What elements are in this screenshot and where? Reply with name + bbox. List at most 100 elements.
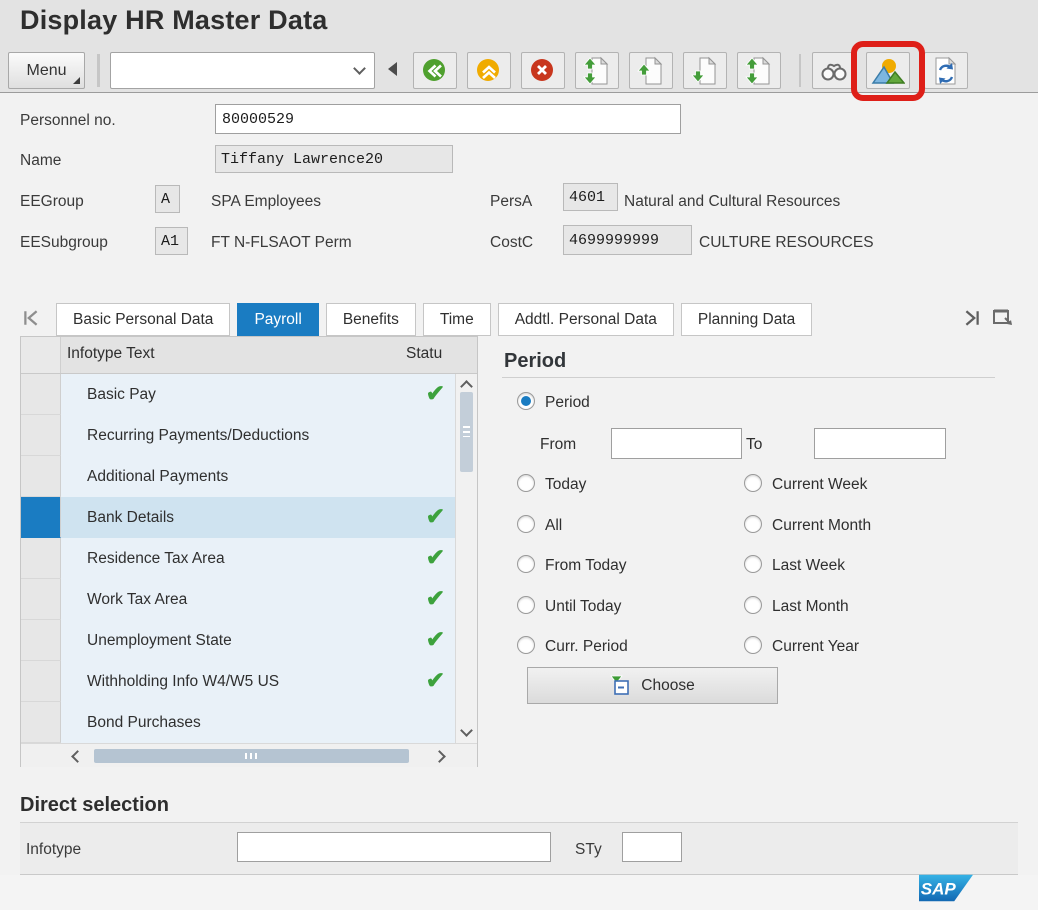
radio-last-month[interactable] xyxy=(744,596,762,614)
footer-strip xyxy=(0,875,1038,910)
status-check-icon: ✔ xyxy=(425,626,445,652)
radio-label-all: All xyxy=(545,517,563,534)
tab-scroll-right-icon[interactable] xyxy=(963,309,981,327)
table-row[interactable]: Residence Tax Area ✔ xyxy=(21,538,455,579)
infotype-input[interactable] xyxy=(237,832,551,862)
back-button[interactable] xyxy=(413,52,457,89)
table-row[interactable]: Additional Payments xyxy=(21,456,455,497)
tab-benefits[interactable]: Benefits xyxy=(325,303,416,336)
tab-payroll[interactable]: Payroll xyxy=(237,303,319,336)
previous-page-button[interactable] xyxy=(629,52,673,89)
ee-subgroup-text: FT N-FLSAOT Perm xyxy=(211,234,352,251)
refresh-icon xyxy=(935,56,957,84)
tab-addtl-personal-data[interactable]: Addtl. Personal Data xyxy=(497,303,674,336)
tab-planning-data[interactable]: Planning Data xyxy=(680,303,813,336)
period-divider xyxy=(502,377,995,378)
row-select-cell[interactable] xyxy=(21,415,61,456)
radio-current-month[interactable] xyxy=(744,515,762,533)
radio-today[interactable] xyxy=(517,474,535,492)
row-select-cell[interactable] xyxy=(21,374,61,415)
infotype-text-cell: Basic Pay xyxy=(61,374,455,415)
status-check-icon: ✔ xyxy=(425,503,445,529)
select-all-header-cell[interactable] xyxy=(21,337,61,373)
period-radio[interactable] xyxy=(517,392,535,410)
overview-button[interactable] xyxy=(866,52,910,89)
infotype-text-cell: Bank Details xyxy=(61,497,455,538)
radio-current-year[interactable] xyxy=(744,636,762,654)
menu-button[interactable]: Menu xyxy=(8,52,85,89)
table-body: Basic Pay ✔ Recurring Payments/Deductions A… xyxy=(21,374,455,743)
row-select-cell[interactable] xyxy=(21,497,61,538)
ee-group-field: A xyxy=(155,185,180,213)
radio-all[interactable] xyxy=(517,515,535,533)
row-select-cell[interactable] xyxy=(21,702,61,743)
horizontal-scrollbar-thumb[interactable] xyxy=(94,749,409,763)
scroll-down-icon[interactable] xyxy=(460,724,473,737)
refresh-button[interactable] xyxy=(924,52,968,89)
sty-input[interactable] xyxy=(622,832,682,862)
row-select-cell[interactable] xyxy=(21,620,61,661)
row-select-cell[interactable] xyxy=(21,456,61,497)
radio-label-last-week: Last Week xyxy=(772,557,845,574)
table-row[interactable]: Bank Details ✔ xyxy=(21,497,455,538)
cancel-button[interactable] xyxy=(521,52,565,89)
infotype-text-cell: Work Tax Area xyxy=(61,579,455,620)
pers-area-text: Natural and Cultural Resources xyxy=(624,193,841,210)
row-select-cell[interactable] xyxy=(21,538,61,579)
find-button[interactable] xyxy=(812,52,856,89)
table-row[interactable]: Unemployment State ✔ xyxy=(21,620,455,661)
radio-last-week[interactable] xyxy=(744,555,762,573)
vertical-scrollbar[interactable] xyxy=(455,374,477,743)
status-column-header: Statu xyxy=(406,345,443,362)
radio-label-from-today: From Today xyxy=(545,557,627,574)
chevron-down-icon[interactable] xyxy=(353,62,366,75)
direct-selection-title: Direct selection xyxy=(20,794,169,816)
first-page-button[interactable] xyxy=(575,52,619,89)
choose-icon xyxy=(610,675,630,695)
infotype-text-cell: Additional Payments xyxy=(61,456,455,497)
table-row[interactable]: Recurring Payments/Deductions xyxy=(21,415,455,456)
tab-scroll-left-icon[interactable] xyxy=(22,309,40,327)
detach-tab-icon[interactable] xyxy=(992,307,1014,327)
last-page-button[interactable] xyxy=(737,52,781,89)
pers-area-field: 4601 xyxy=(563,183,618,211)
table-row[interactable]: Withholding Info W4/W5 US ✔ xyxy=(21,661,455,702)
exit-button[interactable] xyxy=(467,52,511,89)
radio-current-week[interactable] xyxy=(744,474,762,492)
command-input[interactable] xyxy=(115,55,335,86)
next-page-button[interactable] xyxy=(683,52,727,89)
pers-area-label: PersA xyxy=(490,193,533,210)
tab-time[interactable]: Time xyxy=(422,303,491,336)
table-row[interactable]: Bond Purchases xyxy=(21,702,455,743)
toolbar-collapse-icon[interactable] xyxy=(388,62,397,76)
scroll-up-icon[interactable] xyxy=(460,380,473,393)
table-row[interactable]: Work Tax Area ✔ xyxy=(21,579,455,620)
name-field: Tiffany Lawrence20 xyxy=(215,145,453,173)
row-select-cell[interactable] xyxy=(21,661,61,702)
vertical-scrollbar-thumb[interactable] xyxy=(460,392,473,472)
ee-subgroup-field: A1 xyxy=(155,227,188,255)
next-page-icon xyxy=(691,56,717,84)
table-row[interactable]: Basic Pay ✔ xyxy=(21,374,455,415)
ee-subgroup-label: EESubgroup xyxy=(20,234,108,251)
from-date-input[interactable] xyxy=(611,428,742,459)
radio-label-today: Today xyxy=(545,476,587,493)
to-label: To xyxy=(746,436,763,453)
radio-until-today[interactable] xyxy=(517,596,535,614)
status-check-icon: ✔ xyxy=(425,585,445,611)
cost-center-text: CULTURE RESOURCES xyxy=(699,234,874,251)
cost-center-label: CostC xyxy=(490,234,534,251)
horizontal-scrollbar[interactable] xyxy=(21,743,477,767)
scroll-left-icon[interactable] xyxy=(71,750,84,763)
to-date-input[interactable] xyxy=(814,428,946,459)
choose-button[interactable]: Choose xyxy=(527,667,778,704)
tab-basic-personal-data[interactable]: Basic Personal Data xyxy=(56,303,231,336)
radio-from-today[interactable] xyxy=(517,555,535,573)
row-select-cell[interactable] xyxy=(21,579,61,620)
from-label: From xyxy=(540,436,577,453)
personnel-no-input[interactable] xyxy=(215,104,681,134)
scroll-right-icon[interactable] xyxy=(433,750,446,763)
first-page-icon xyxy=(583,56,609,85)
radio-curr-period[interactable] xyxy=(517,636,535,654)
